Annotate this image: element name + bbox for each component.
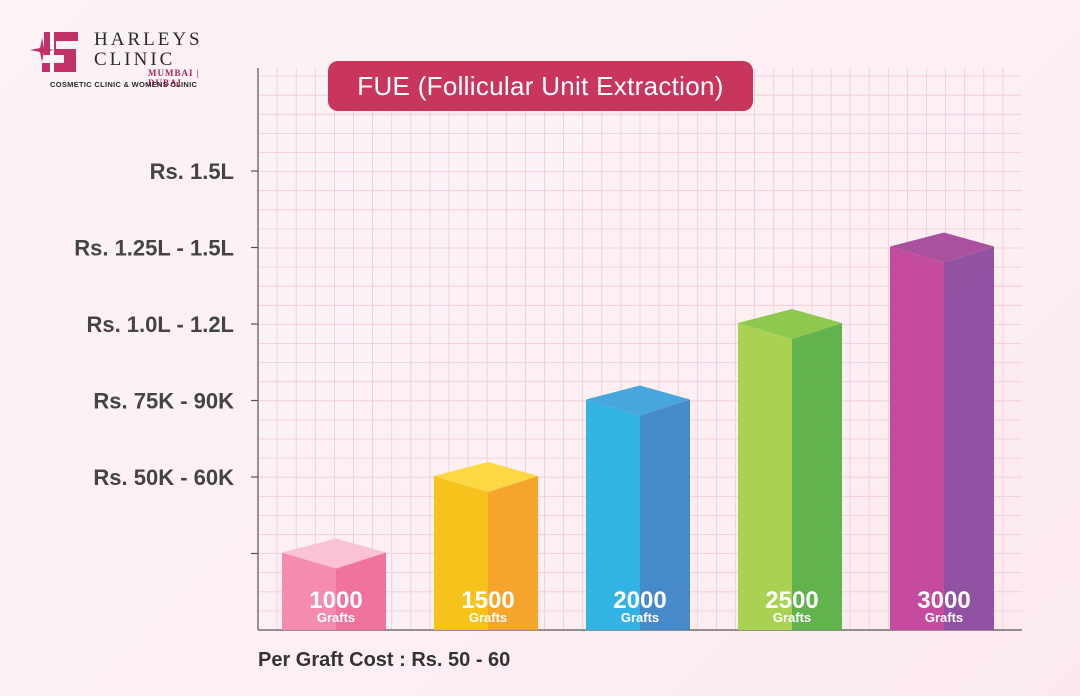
chart-title: FUE (Follicular Unit Extraction) [328,61,753,111]
bar-side-face [792,323,842,630]
bar-label-number: 1000 [309,587,362,614]
y-tick-label: Rs. 1.25L - 1.5L [74,236,234,261]
y-tick-label: Rs. 1.0L - 1.2L [86,312,234,337]
bar-front-face [890,246,944,630]
logo-mark-icon [30,32,78,72]
bar-front-face [586,399,640,630]
bar-front-face [434,476,488,630]
bar-side-face [640,399,690,630]
bar-label-unit: Grafts [925,610,963,625]
bar-side-face [944,246,994,630]
per-graft-cost-caption: Per Graft Cost : Rs. 50 - 60 [258,649,511,671]
bar-label-unit: Grafts [317,610,355,625]
bar-label-number: 3000 [917,587,970,614]
bar-label-unit: Grafts [621,610,659,625]
brand-city: MUMBAI | DUBAI [148,68,200,88]
brand-name-line1: HARLEYS [94,29,203,50]
y-tick-label: Rs. 75K - 90K [93,389,234,414]
brand-name-line2: CLINIC [94,49,176,70]
bar-label-unit: Grafts [773,610,811,625]
bar-front-face [282,552,336,630]
y-tick-label: Rs. 50K - 60K [93,465,234,490]
bar-top-face [586,385,690,416]
bar-top-face [738,309,842,339]
bar-label-number: 1500 [461,587,514,614]
bar-top-face [434,462,538,492]
bar-side-face [488,476,538,630]
bar-label-unit: Grafts [469,610,507,625]
chart-bars: 1000Grafts1500Grafts2000Grafts2500Grafts… [282,232,994,630]
brand-name: HARLEYS CLINIC [94,30,203,70]
brand-logo: HARLEYS CLINIC MUMBAI | DUBAI COSMETIC C… [30,28,210,92]
bar-label-number: 2000 [613,587,666,614]
bar-label-number: 2500 [765,587,818,614]
brand-tagline: COSMETIC CLINIC & WOMENS CLINIC [50,80,198,89]
y-tick-label: Rs. 1.5L [150,159,234,184]
bar-front-face [738,323,792,630]
y-axis-ticks: Rs. 50K - 60K Rs. 75K - 90K Rs. 1.0L - 1.2… [74,159,258,555]
bar-side-face [336,552,386,630]
bar-top-face [282,538,386,569]
bar-top-face [890,232,994,263]
